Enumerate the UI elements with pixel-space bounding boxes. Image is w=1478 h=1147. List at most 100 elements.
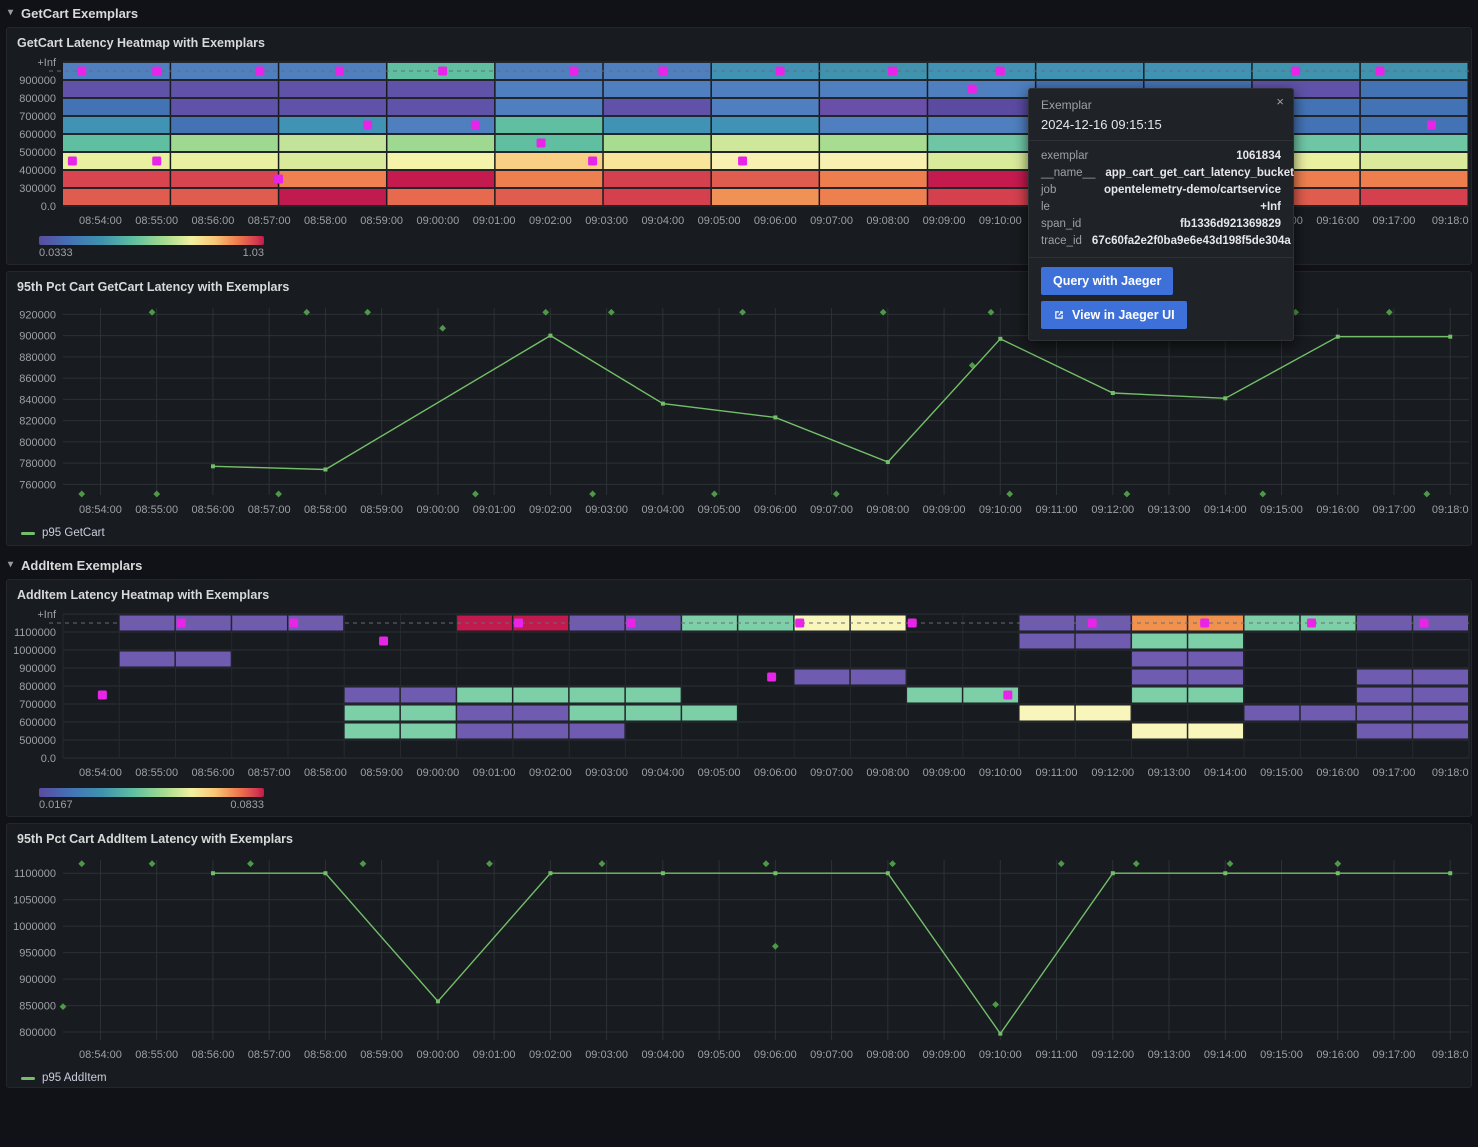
heatmap-cell[interactable] [820, 117, 927, 133]
heatmap-cell[interactable] [1019, 615, 1075, 631]
exemplar-point[interactable] [1057, 860, 1065, 868]
heatmap-cell[interactable] [794, 669, 850, 685]
heatmap-cell[interactable] [1131, 633, 1187, 649]
heatmap-cell[interactable] [344, 687, 400, 703]
heatmap-cell[interactable] [279, 189, 386, 205]
exemplar-point[interactable] [359, 860, 367, 868]
heatmap-cell[interactable] [625, 705, 681, 721]
series-point[interactable] [660, 871, 665, 876]
heatmap-cell[interactable] [820, 81, 927, 97]
heatmap-cell[interactable] [512, 687, 569, 703]
heatmap-cell[interactable] [387, 189, 495, 205]
heatmap-cell[interactable] [1144, 63, 1252, 79]
exemplar-marker[interactable] [658, 66, 668, 76]
exemplar-marker[interactable] [438, 66, 448, 76]
series-point[interactable] [548, 333, 553, 338]
exemplar-point[interactable] [1334, 860, 1342, 868]
heatmap-cell[interactable] [279, 99, 386, 115]
heatmap-cell[interactable] [820, 153, 927, 169]
series-point[interactable] [885, 871, 890, 876]
heatmap-cell[interactable] [344, 723, 400, 739]
heatmap-cell[interactable] [171, 63, 278, 79]
heatmap-cell[interactable] [1356, 615, 1412, 631]
heatmap-cell[interactable] [928, 117, 1035, 133]
heatmap-cell[interactable] [569, 687, 625, 703]
additem-line-plot[interactable]: 1100000 1050000 1000000 950000 900000 850000 8… [7, 850, 1471, 1068]
heatmap-cell[interactable] [456, 687, 512, 703]
heatmap-cell[interactable] [1131, 723, 1187, 739]
series-point[interactable] [1110, 871, 1115, 876]
additem-heatmap-plot[interactable]: +Inf 1100000 1000000 900000 800000 700000 6000… [7, 606, 1471, 786]
heatmap-cell[interactable] [1360, 153, 1468, 169]
series-point[interactable] [1335, 334, 1340, 339]
exemplar-marker[interactable] [1291, 66, 1301, 76]
exemplar-marker[interactable] [1307, 618, 1317, 628]
series-point[interactable] [435, 999, 440, 1004]
exemplar-point[interactable] [1259, 490, 1267, 498]
series-point[interactable] [1335, 871, 1340, 876]
heatmap-cell[interactable] [681, 615, 737, 631]
series-point[interactable] [210, 464, 215, 469]
exemplar-marker[interactable] [470, 120, 480, 130]
heatmap-cell[interactable] [1360, 117, 1468, 133]
series-point[interactable] [210, 871, 215, 876]
heatmap-cell[interactable] [495, 153, 603, 169]
heatmap-cell[interactable] [1356, 723, 1412, 739]
heatmap-cell[interactable] [850, 615, 906, 631]
exemplar-marker[interactable] [1419, 618, 1429, 628]
heatmap-cell[interactable] [928, 135, 1035, 151]
heatmap-cell[interactable] [495, 81, 603, 97]
series-point[interactable] [885, 460, 890, 465]
heatmap-cell[interactable] [1300, 705, 1356, 721]
heatmap-cell[interactable] [171, 99, 278, 115]
heatmap-cell[interactable] [1131, 615, 1187, 631]
heatmap-cell[interactable] [63, 153, 170, 169]
exemplar-marker[interactable] [1427, 120, 1437, 130]
series-point[interactable] [773, 415, 778, 420]
heatmap-cell[interactable] [1356, 705, 1412, 721]
series-point[interactable] [1448, 871, 1453, 876]
exemplar-marker[interactable] [588, 156, 598, 166]
heatmap-cell[interactable] [1360, 171, 1468, 187]
heatmap-cell[interactable] [1360, 99, 1468, 115]
heatmap-cell[interactable] [625, 687, 681, 703]
row-header-getcart[interactable]: ▾ GetCart Exemplars [0, 0, 1478, 27]
heatmap-cell[interactable] [279, 81, 386, 97]
heatmap-cell[interactable] [1187, 633, 1244, 649]
heatmap-cell[interactable] [1356, 687, 1412, 703]
series-point[interactable] [1223, 396, 1228, 401]
heatmap-cell[interactable] [171, 171, 278, 187]
heatmap-cell[interactable] [171, 153, 278, 169]
heatmap-cell[interactable] [387, 99, 495, 115]
series-point[interactable] [548, 871, 553, 876]
exemplar-point[interactable] [303, 308, 311, 316]
exemplar-marker[interactable] [152, 66, 162, 76]
heatmap-cell[interactable] [400, 687, 456, 703]
exemplar-point[interactable] [589, 490, 596, 498]
heatmap-cell[interactable] [603, 117, 711, 133]
heatmap-cell[interactable] [456, 723, 512, 739]
exemplar-point[interactable] [1226, 860, 1234, 868]
heatmap-cell[interactable] [603, 171, 711, 187]
series-point[interactable] [1223, 871, 1228, 876]
heatmap-cell[interactable] [603, 99, 711, 115]
exemplar-point[interactable] [1385, 308, 1393, 316]
exemplar-point[interactable] [78, 860, 86, 868]
heatmap-cell[interactable] [495, 135, 603, 151]
heatmap-cell[interactable] [928, 189, 1035, 205]
exemplar-point[interactable] [59, 1003, 67, 1011]
heatmap-cell[interactable] [400, 723, 456, 739]
exemplar-marker[interactable] [335, 66, 345, 76]
exemplar-point[interactable] [992, 1001, 1000, 1008]
heatmap-cell[interactable] [63, 99, 170, 115]
heatmap-cell[interactable] [495, 189, 603, 205]
series-point[interactable] [998, 336, 1003, 341]
heatmap-cell[interactable] [344, 705, 400, 721]
heatmap-cell[interactable] [850, 669, 906, 685]
heatmap-cell[interactable] [794, 615, 850, 631]
exemplar-point[interactable] [1132, 860, 1140, 868]
heatmap-cell[interactable] [495, 117, 603, 133]
heatmap-cell[interactable] [279, 153, 386, 169]
exemplar-point[interactable] [1006, 490, 1014, 498]
exemplar-point[interactable] [486, 860, 493, 868]
